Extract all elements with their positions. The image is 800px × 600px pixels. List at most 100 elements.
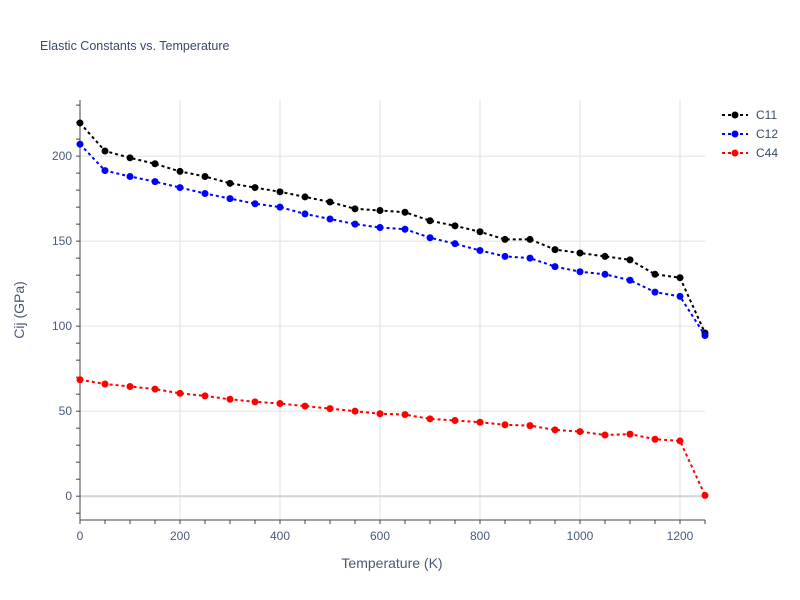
data-point-c11 [426,217,434,225]
y-axis-label: Cij (GPa) [11,281,27,339]
data-point-c11 [401,208,409,216]
data-point-c44 [76,376,84,384]
x-tick-label: 800 [470,529,490,543]
data-point-c11 [551,246,559,254]
y-tick-label: 50 [59,404,73,418]
data-point-c12 [276,203,284,211]
data-point-c44 [176,389,184,397]
data-point-c11 [476,228,484,236]
legend-label-c44: C44 [756,146,778,160]
data-point-c44 [401,411,409,419]
chart-title: Elastic Constants vs. Temperature [40,39,229,53]
grid [80,100,705,520]
x-tick-label: 400 [270,529,290,543]
data-point-c11 [101,147,109,155]
data-point-c12 [426,234,434,242]
data-point-c12 [676,292,684,300]
data-point-c11 [351,205,359,213]
data-point-c11 [76,119,84,127]
data-point-c44 [226,395,234,403]
data-point-c44 [126,383,134,391]
data-point-c44 [501,421,509,429]
x-tick-label: 1000 [567,529,594,543]
data-point-c12 [201,190,209,198]
data-point-c44 [151,385,159,393]
x-axis-label: Temperature (K) [341,555,442,571]
data-point-c12 [251,200,259,208]
data-point-c12 [226,195,234,203]
x-tick-label: 0 [77,529,84,543]
data-point-c44 [326,405,334,413]
data-point-c44 [426,415,434,423]
data-point-c12 [651,288,659,296]
x-tick-label: 1200 [667,529,694,543]
data-point-c11 [326,198,334,206]
data-point-c11 [226,179,234,187]
data-point-c44 [251,398,259,406]
legend-label-c11: C11 [756,108,777,122]
data-point-c12 [551,263,559,271]
data-point-c12 [526,254,534,262]
x-tick-label: 600 [370,529,390,543]
legend: C11 C12 C44 [722,108,778,160]
series-line-c11 [79,122,706,334]
plot-area [76,119,709,499]
data-point-c44 [576,428,584,436]
data-point-c11 [126,154,134,162]
legend-marker-c11 [731,111,739,119]
legend-marker-c44 [731,149,739,157]
data-point-c44 [626,430,634,438]
data-point-c44 [451,417,459,425]
data-point-c11 [251,184,259,192]
x-tick-label: 200 [170,529,190,543]
data-point-c44 [201,392,209,400]
data-point-c12 [101,167,109,175]
data-point-c44 [376,410,384,418]
data-point-c12 [576,268,584,276]
data-point-c11 [276,188,284,196]
data-point-c12 [376,224,384,232]
y-tick-label: 150 [52,234,72,248]
data-point-c11 [626,256,634,264]
data-point-c12 [76,140,84,148]
data-point-c12 [151,178,159,186]
series-line-c44 [79,378,706,496]
legend-marker-c12 [731,130,739,138]
data-point-c12 [401,225,409,233]
data-point-c12 [476,246,484,254]
data-point-c11 [651,270,659,278]
data-point-c44 [651,435,659,443]
y-tick-label: 100 [52,319,72,333]
data-point-c11 [176,167,184,175]
data-point-c44 [676,437,684,445]
data-point-c44 [101,380,109,388]
data-point-c12 [301,210,309,218]
data-point-c44 [476,418,484,426]
data-point-c12 [451,240,459,248]
data-point-c44 [276,400,284,408]
data-point-c11 [201,173,209,181]
data-point-c12 [701,332,709,340]
data-point-c11 [526,235,534,243]
data-point-c44 [301,402,309,410]
data-point-c12 [351,220,359,228]
data-point-c44 [701,491,709,499]
data-point-c11 [576,249,584,257]
data-point-c12 [326,215,334,223]
data-point-c11 [301,193,309,201]
data-point-c11 [376,207,384,215]
legend-label-c12: C12 [756,127,778,141]
data-point-c12 [126,173,134,181]
data-point-c11 [501,235,509,243]
data-point-c11 [151,160,159,168]
data-point-c44 [551,426,559,434]
data-point-c12 [176,184,184,192]
axes: 0 200 400 600 800 1000 1200 0 50 100 150 200 [52,100,706,543]
y-tick-label: 0 [65,489,72,503]
data-point-c44 [601,431,609,439]
data-point-c11 [676,274,684,282]
data-point-c12 [501,252,509,260]
data-point-c11 [601,252,609,260]
data-point-c44 [351,407,359,415]
